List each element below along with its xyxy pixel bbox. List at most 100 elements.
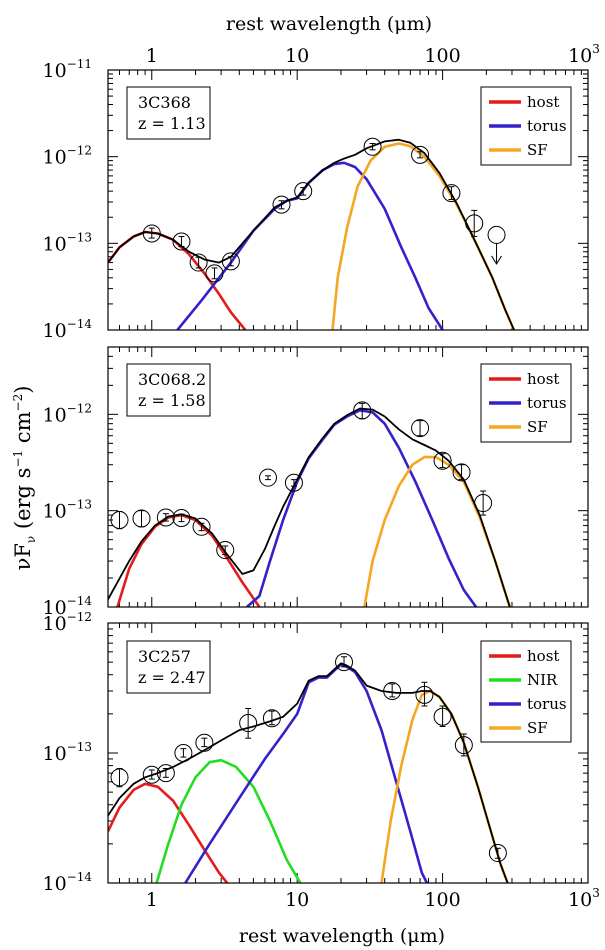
point-marker xyxy=(195,733,214,752)
data-point xyxy=(142,765,161,784)
data-point xyxy=(195,733,214,752)
ylabel-exp1: −1 xyxy=(11,450,25,468)
info-box-frame xyxy=(126,640,211,694)
data-point xyxy=(353,401,372,420)
y-tick-label: 10−13 xyxy=(42,230,92,255)
upper-limit-point xyxy=(487,225,506,265)
data-point xyxy=(411,419,430,438)
point-marker xyxy=(294,182,313,201)
x-tick-label: 103 xyxy=(568,886,600,911)
point-marker xyxy=(411,145,430,164)
y-tick-exp: −12 xyxy=(67,610,92,624)
point-marker xyxy=(259,468,278,487)
source-info-box: 3C257 z = 2.47 xyxy=(126,640,211,694)
data-point xyxy=(221,252,240,271)
point-marker xyxy=(284,473,303,492)
data-point xyxy=(442,184,461,203)
point-marker xyxy=(383,681,402,700)
top-axis-title: rest wavelength (μm) xyxy=(226,13,432,35)
ylabel-units-mid: cm xyxy=(11,411,35,449)
plot-frame xyxy=(107,69,589,331)
y-tick-label: 10−13 xyxy=(42,498,92,523)
source-info-box: 3C068.2 z = 1.58 xyxy=(126,363,211,417)
series-line-total xyxy=(108,407,511,607)
source-redshift: z = 1.13 xyxy=(138,114,206,133)
info-box-frame xyxy=(126,86,211,140)
point-marker xyxy=(433,451,452,470)
data-point xyxy=(433,451,452,470)
data-point xyxy=(172,508,191,527)
point-marker xyxy=(411,419,430,438)
source-redshift: z = 2.47 xyxy=(138,668,206,687)
x-ticks xyxy=(107,347,582,607)
y-tick-base: 10 xyxy=(42,873,66,895)
legend-label-torus: torus xyxy=(527,394,567,412)
data-point xyxy=(239,707,258,739)
y-tick-label: 10−13 xyxy=(42,740,92,765)
series-line-host xyxy=(108,782,229,883)
bottom-axis-title: rest wavelength (μm) xyxy=(239,925,445,947)
y-tick-label: 10−14 xyxy=(42,870,92,895)
y-tick-exp: −14 xyxy=(67,870,93,884)
y-tick-exp: −13 xyxy=(67,498,92,512)
legend-label-SF: SF xyxy=(527,418,548,436)
y-tick-label: 10−11 xyxy=(42,57,92,82)
data-point xyxy=(488,844,507,863)
limit-arrow-head xyxy=(491,255,502,265)
y-tick-label: 10−14 xyxy=(42,317,92,342)
point-marker xyxy=(174,744,193,762)
y-tick-base: 10 xyxy=(42,613,66,635)
data-point xyxy=(192,517,211,536)
x-ticks xyxy=(107,623,582,883)
point-marker xyxy=(363,137,382,156)
data-point xyxy=(205,264,224,283)
source-redshift: z = 1.58 xyxy=(138,391,206,410)
data-point xyxy=(174,744,193,762)
data-point xyxy=(156,764,175,783)
data-point xyxy=(415,681,434,707)
data-point xyxy=(411,145,430,164)
legend: host torus SF xyxy=(480,86,572,166)
legend-label-torus: torus xyxy=(527,117,567,135)
legend-label-NIR: NIR xyxy=(527,671,558,689)
point-marker xyxy=(189,253,208,272)
data-point xyxy=(156,508,175,527)
x-tick-exp: 3 xyxy=(592,886,600,900)
data-point xyxy=(363,137,382,156)
data-point xyxy=(259,468,278,487)
legend-label-host: host xyxy=(527,93,559,111)
y-tick-base: 10 xyxy=(42,597,66,619)
legend: host torus SF xyxy=(480,363,572,443)
data-point xyxy=(262,709,281,728)
series-line-torus xyxy=(245,409,478,607)
x-tick-exp: 3 xyxy=(592,42,600,56)
ylabel-units-open: (erg s xyxy=(11,468,35,536)
data-point xyxy=(454,733,473,757)
source-name: 3C068.2 xyxy=(138,370,206,389)
data-point xyxy=(335,653,354,672)
y-tick-base: 10 xyxy=(42,501,66,523)
point-marker xyxy=(335,653,354,672)
legend: host NIR torus SF xyxy=(480,640,572,743)
svg-text:νFν (erg s−1 cm−2): νFν (erg s−1 cm−2) xyxy=(11,386,38,571)
plot-frame xyxy=(107,622,589,884)
point-marker xyxy=(452,463,471,482)
point-marker xyxy=(221,252,240,271)
y-tick-label: 10−12 xyxy=(42,144,92,169)
y-tick-base: 10 xyxy=(42,320,66,342)
y-tick-base: 10 xyxy=(42,404,66,426)
y-tick-label: 10−14 xyxy=(42,594,92,619)
y-tick-base: 10 xyxy=(42,743,66,765)
point-marker xyxy=(172,232,191,251)
x-tick-label: 1 xyxy=(146,45,158,67)
series-line-total xyxy=(108,662,509,883)
source-name: 3C257 xyxy=(138,647,191,666)
y-tick-label: 10−12 xyxy=(42,610,92,635)
data-point xyxy=(142,224,161,243)
data-point xyxy=(110,511,129,530)
legend-label-SF: SF xyxy=(527,719,548,737)
data-point xyxy=(216,541,235,560)
